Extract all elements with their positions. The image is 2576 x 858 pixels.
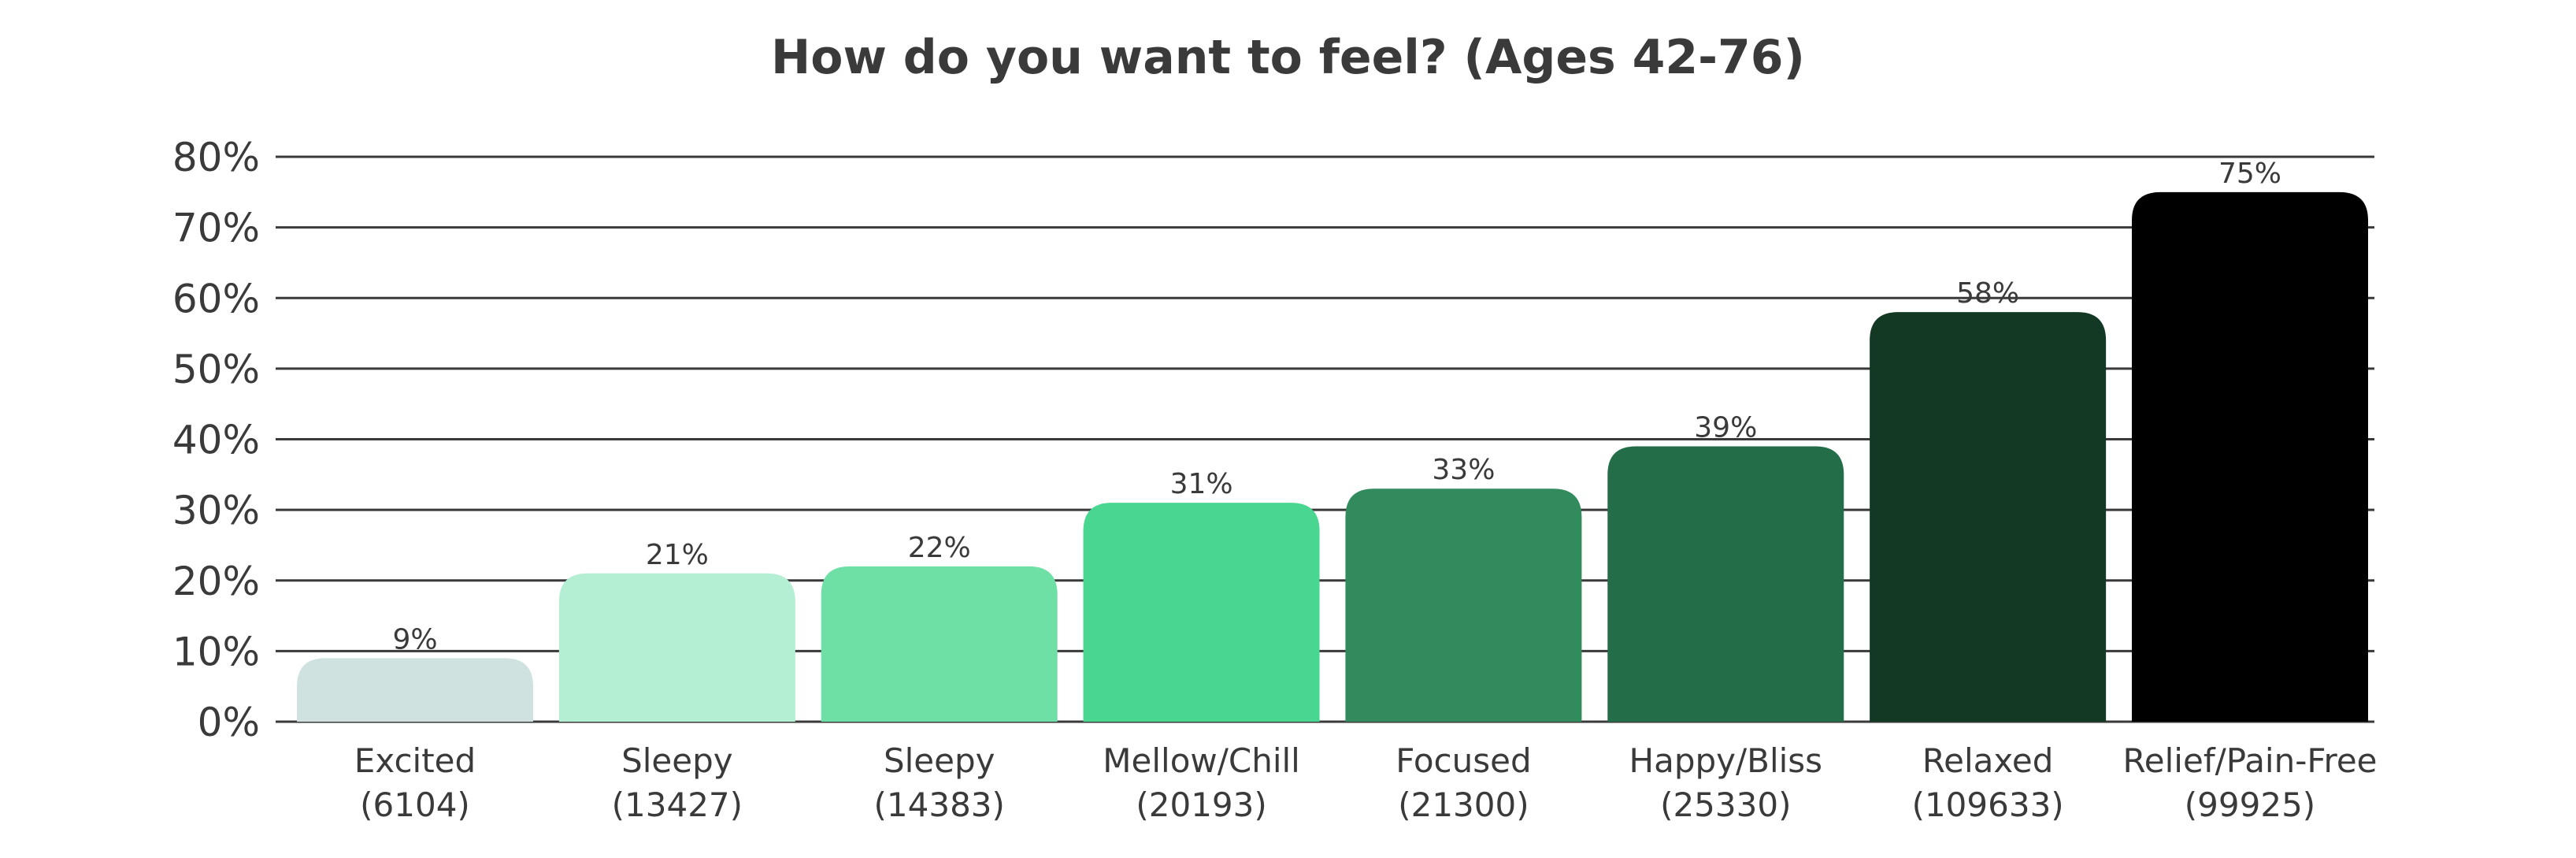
category-count-label: (20193) [1136, 786, 1266, 824]
value-label: 33% [1432, 454, 1495, 486]
category-count-label: (21300) [1398, 786, 1529, 824]
category-label: Focused [1395, 741, 1531, 780]
category-count-label: (109633) [1912, 786, 2064, 824]
bar-focused [1345, 488, 1582, 722]
bar-happy-bliss [1607, 446, 1844, 722]
y-tick-label: 0% [198, 700, 260, 745]
category-count-label: (13427) [612, 786, 743, 824]
value-label: 31% [1170, 468, 1233, 500]
category-label: Relief/Pain-Free [2123, 741, 2378, 780]
value-label: 21% [646, 539, 709, 571]
category-count-label: (14383) [874, 786, 1005, 824]
y-tick-label: 60% [172, 276, 260, 321]
value-label: 75% [2218, 158, 2281, 190]
category-count-label: (99925) [2185, 786, 2315, 824]
bar-relief-pain-free [2132, 191, 2368, 722]
bars: 9% 21% 22% 31% 33% 39% 58% 75% [297, 158, 2368, 722]
category-label: Mellow/Chill [1103, 741, 1300, 780]
category-count-label: (25330) [1660, 786, 1791, 824]
bar-relaxed [1870, 312, 2107, 722]
x-axis: Excited (6104) Sleepy (13427) Sleepy (14383) M… [354, 741, 2378, 824]
bar-mellow-chill [1083, 503, 1320, 722]
y-tick-label: 10% [172, 629, 260, 674]
y-tick-label: 40% [172, 418, 260, 463]
y-tick-label: 80% [172, 135, 260, 180]
value-label: 39% [1694, 411, 1757, 444]
value-label: 22% [908, 532, 971, 564]
category-label: Relaxed [1922, 741, 2054, 780]
y-tick-label: 20% [172, 559, 260, 604]
value-label: 58% [1956, 277, 2019, 310]
category-label: Excited [354, 741, 476, 780]
y-tick-label: 70% [172, 206, 260, 251]
category-label: Sleepy [621, 741, 733, 780]
category-label: Sleepy [884, 741, 995, 780]
category-label: Happy/Bliss [1629, 741, 1823, 780]
value-label: 9% [392, 623, 437, 656]
y-tick-label: 30% [172, 488, 260, 533]
bar-sleepy [558, 573, 795, 722]
y-axis: 0% 10% 20% 30% 40% 50% 60% 70% 80% [172, 135, 260, 745]
bar-sleepy [821, 566, 1058, 722]
chart-title: How do you want to feel? (Ages 42-76) [771, 30, 1805, 85]
y-tick-label: 50% [172, 347, 260, 392]
bar-excited [297, 658, 533, 722]
category-count-label: (6104) [360, 786, 470, 824]
